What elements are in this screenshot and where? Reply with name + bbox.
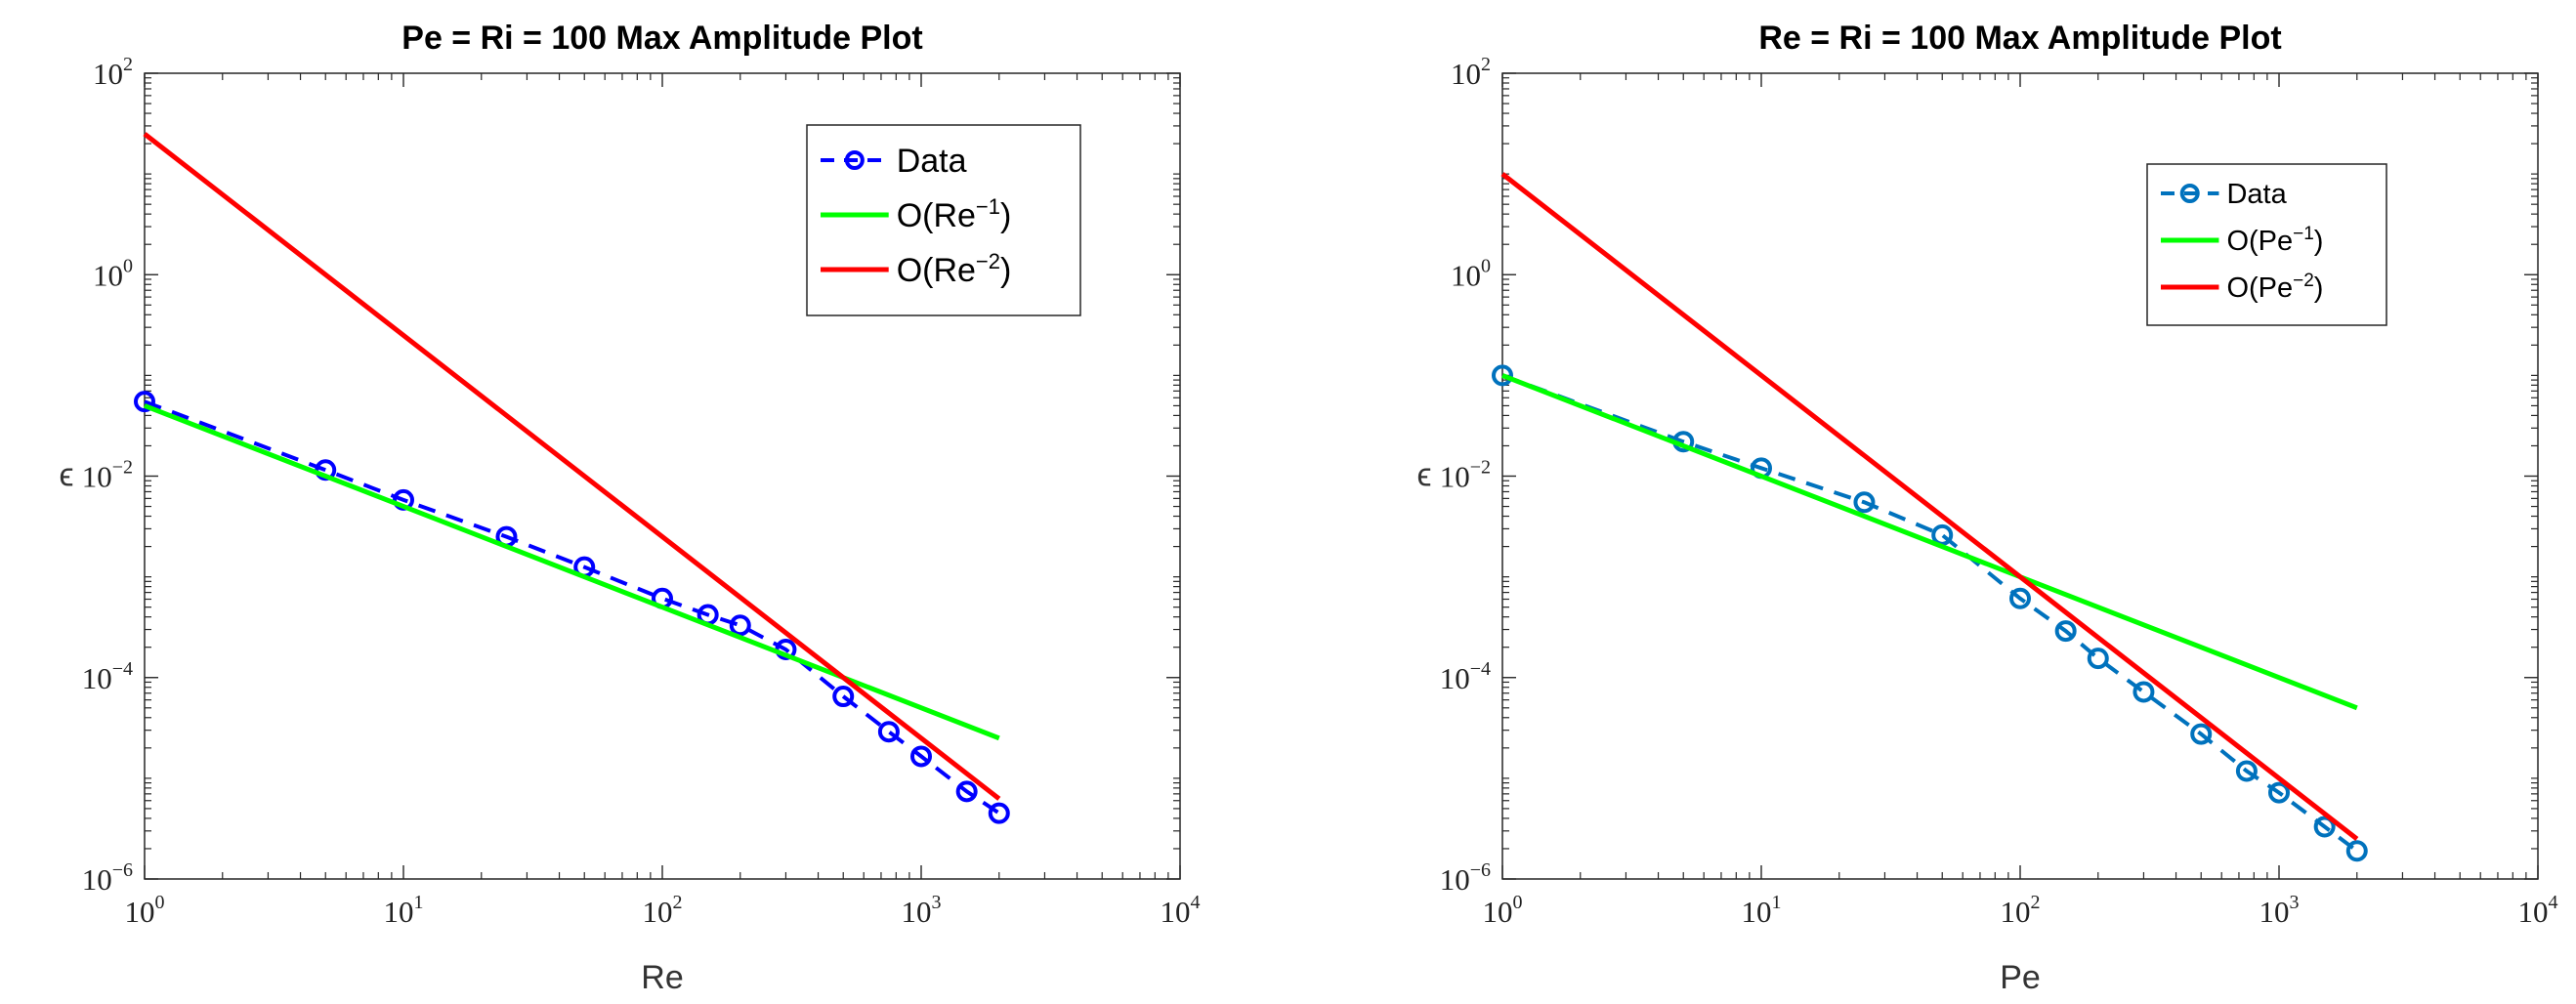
data-point bbox=[2313, 816, 2336, 838]
data-point bbox=[955, 780, 978, 803]
data-point bbox=[877, 721, 900, 743]
x-tick-label: 101 bbox=[1742, 892, 1782, 929]
y-tick-label: 10−2 bbox=[1440, 457, 1491, 494]
x-axis-label: Re bbox=[641, 959, 683, 996]
y-tick-label: 10−4 bbox=[1440, 658, 1491, 695]
data-point bbox=[1492, 364, 1513, 387]
x-tick-label: 102 bbox=[643, 892, 683, 929]
y-tick-label: 102 bbox=[93, 54, 133, 91]
data-point bbox=[832, 686, 855, 708]
y-tick-label: 10−2 bbox=[82, 457, 133, 494]
data-point bbox=[1853, 491, 1876, 514]
chart-1: 100 101 102 103 104 10−6 10−4 10−2 100 102 Pe = Ri… bbox=[59, 20, 1200, 996]
x-tick-label: 103 bbox=[902, 892, 942, 929]
x-tick-label: 100 bbox=[1483, 892, 1523, 929]
legend-box bbox=[2146, 163, 2387, 326]
data-point bbox=[315, 459, 337, 481]
data-point bbox=[2087, 648, 2109, 670]
legend-swatch-marker bbox=[844, 150, 865, 170]
x-tick-label: 101 bbox=[384, 892, 424, 929]
y-tick-label: 100 bbox=[1451, 255, 1491, 292]
legend-label: O(Re−2) bbox=[897, 249, 1012, 289]
legend-label: Data bbox=[897, 143, 967, 180]
legend-swatch-marker bbox=[2179, 184, 2200, 203]
y-axis-label: ϵ bbox=[59, 457, 73, 494]
fit-line-red bbox=[1500, 172, 2359, 841]
legend-label: O(Pe−1) bbox=[2226, 224, 2323, 257]
fit-line-red bbox=[143, 132, 1001, 801]
y-tick-label: 102 bbox=[1451, 54, 1491, 91]
legend: Data O(Re−1) O(Re−2) bbox=[806, 124, 1081, 316]
data-point bbox=[1931, 523, 1954, 546]
data-point bbox=[2054, 620, 2077, 643]
y-axis-label: ϵ bbox=[1416, 457, 1431, 494]
x-tick-label: 103 bbox=[2259, 892, 2300, 929]
x-tick-label: 104 bbox=[2518, 892, 2558, 929]
y-tick-label: 100 bbox=[93, 255, 133, 292]
data-series-line bbox=[1501, 373, 2358, 853]
data-point bbox=[2235, 760, 2258, 782]
y-tick-label: 10−4 bbox=[82, 658, 133, 695]
data-point bbox=[2268, 781, 2290, 804]
data-point bbox=[729, 614, 751, 637]
y-tick-label: 10−6 bbox=[1440, 859, 1491, 897]
data-point bbox=[2133, 681, 2155, 703]
data-series-line bbox=[144, 399, 1000, 816]
data-point bbox=[2345, 840, 2368, 862]
x-tick-label: 102 bbox=[2001, 892, 2041, 929]
data-point bbox=[988, 802, 1010, 824]
legend: Data O(Pe−1) O(Pe−2) bbox=[2146, 163, 2387, 326]
data-point bbox=[910, 745, 932, 768]
data-point bbox=[134, 391, 155, 413]
x-tick-label: 104 bbox=[1161, 892, 1201, 929]
legend-box bbox=[806, 124, 1081, 316]
chart-2: 100 101 102 103 104 10−6 10−4 10−2 100 102 Re = Ri… bbox=[1416, 20, 2557, 996]
legend-label: O(Re−1) bbox=[897, 194, 1012, 234]
x-axis-label: Pe bbox=[2000, 959, 2041, 996]
chart-title: Re = Ri = 100 Max Amplitude Plot bbox=[1758, 20, 2281, 57]
chart-title: Pe = Ri = 100 Max Amplitude Plot bbox=[401, 20, 922, 57]
y-tick-label: 10−6 bbox=[82, 859, 133, 897]
x-tick-label: 100 bbox=[125, 892, 165, 929]
data-point bbox=[2190, 723, 2213, 745]
legend-label: O(Pe−2) bbox=[2226, 271, 2323, 304]
legend-label: Data bbox=[2226, 179, 2287, 210]
data-point bbox=[2009, 587, 2031, 609]
fit-line-green bbox=[1501, 373, 2358, 711]
fit-line-green bbox=[144, 403, 1000, 741]
